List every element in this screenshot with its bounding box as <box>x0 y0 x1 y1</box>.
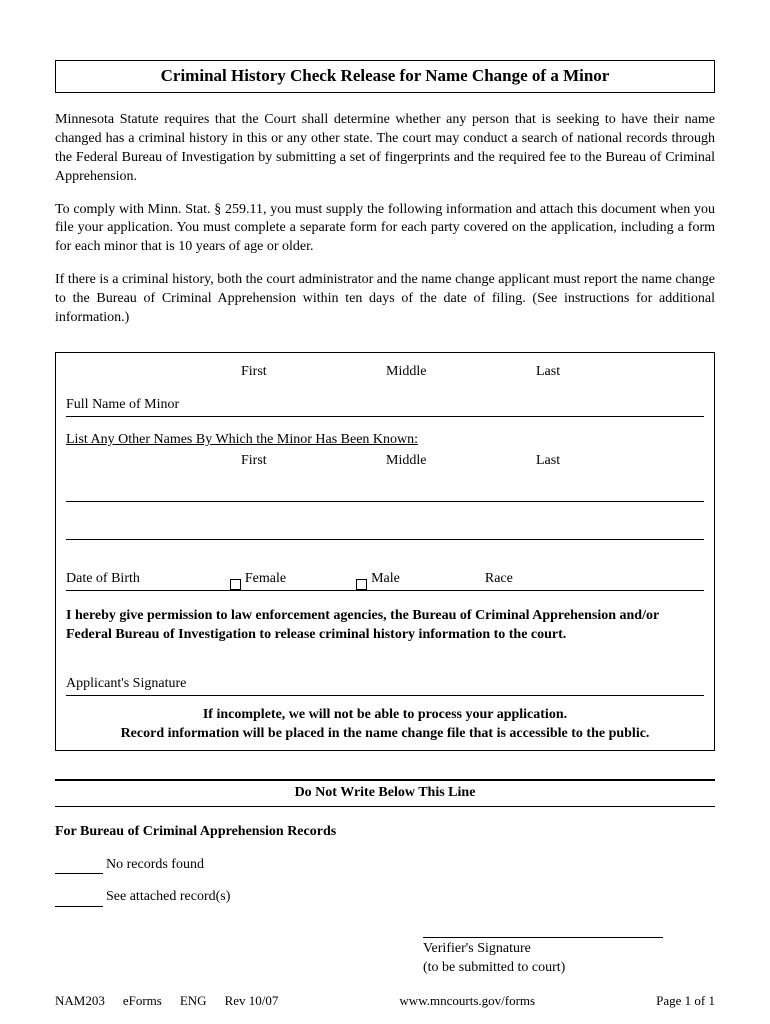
do-not-write-label: Do Not Write Below This Line <box>55 781 715 807</box>
verifier-note: (to be submitted to court) <box>423 959 663 978</box>
incomplete-line-2: Record information will be placed in the… <box>66 725 704 744</box>
other-names-line-2[interactable] <box>66 522 704 540</box>
no-records-blank[interactable] <box>55 873 103 874</box>
full-name-row[interactable]: Full Name of Minor <box>66 396 704 417</box>
footer-lang: ENG <box>180 992 207 1010</box>
footer-form-id: NAM203 <box>55 992 105 1010</box>
verifier-signature-block: Verifier's Signature (to be submitted to… <box>423 937 715 978</box>
verifier-signature-line[interactable]: Verifier's Signature (to be submitted to… <box>423 937 663 978</box>
page-footer: NAM203 eForms ENG Rev 10/07 www.mncourts… <box>55 992 715 1010</box>
full-name-label: Full Name of Minor <box>66 396 179 415</box>
name-column-headers: First Middle Last <box>241 363 704 382</box>
intro-paragraph-3: If there is a criminal history, both the… <box>55 271 715 328</box>
female-checkbox[interactable] <box>230 579 241 590</box>
incomplete-line-1: If incomplete, we will not be able to pr… <box>66 706 704 725</box>
other-names-column-headers: First Middle Last <box>241 452 704 471</box>
footer-page: Page 1 of 1 <box>656 992 715 1010</box>
form-box: First Middle Last Full Name of Minor Lis… <box>55 352 715 751</box>
no-records-label: No records found <box>106 856 204 875</box>
permission-statement: I hereby give permission to law enforcem… <box>66 607 704 645</box>
applicant-signature-label: Applicant's Signature <box>66 676 186 691</box>
intro-paragraph-2: To comply with Minn. Stat. § 259.11, you… <box>55 201 715 258</box>
other-names-label: List Any Other Names By Which the Minor … <box>66 431 704 450</box>
incomplete-notice: If incomplete, we will not be able to pr… <box>66 706 704 744</box>
see-attached-label: See attached record(s) <box>106 888 230 907</box>
applicant-signature-line[interactable]: Applicant's Signature <box>66 675 704 696</box>
dob-gender-race-row[interactable]: Date of Birth Female Male Race <box>66 570 704 591</box>
col-middle: Middle <box>386 363 536 382</box>
section-divider: Do Not Write Below This Line <box>55 779 715 807</box>
form-title: Criminal History Check Release for Name … <box>55 60 715 93</box>
col-middle-2: Middle <box>386 452 536 471</box>
verifier-signature-label: Verifier's Signature <box>423 940 663 959</box>
race-label: Race <box>485 570 513 589</box>
female-label: Female <box>245 570 286 589</box>
other-names-line-1[interactable] <box>66 484 704 502</box>
col-last-2: Last <box>536 452 560 471</box>
dob-label: Date of Birth <box>66 570 140 589</box>
footer-url: www.mncourts.gov/forms <box>399 992 535 1010</box>
footer-eforms: eForms <box>123 992 162 1010</box>
col-first: First <box>241 363 386 382</box>
intro-paragraph-1: Minnesota Statute requires that the Cour… <box>55 111 715 187</box>
see-attached-row[interactable]: See attached record(s) <box>55 888 715 907</box>
see-attached-blank[interactable] <box>55 906 103 907</box>
male-checkbox[interactable] <box>356 579 367 590</box>
col-last: Last <box>536 363 560 382</box>
male-label: Male <box>371 570 400 589</box>
col-first-2: First <box>241 452 386 471</box>
no-records-row[interactable]: No records found <box>55 856 715 875</box>
footer-rev: Rev 10/07 <box>225 992 279 1010</box>
bca-heading: For Bureau of Criminal Apprehension Reco… <box>55 823 715 842</box>
